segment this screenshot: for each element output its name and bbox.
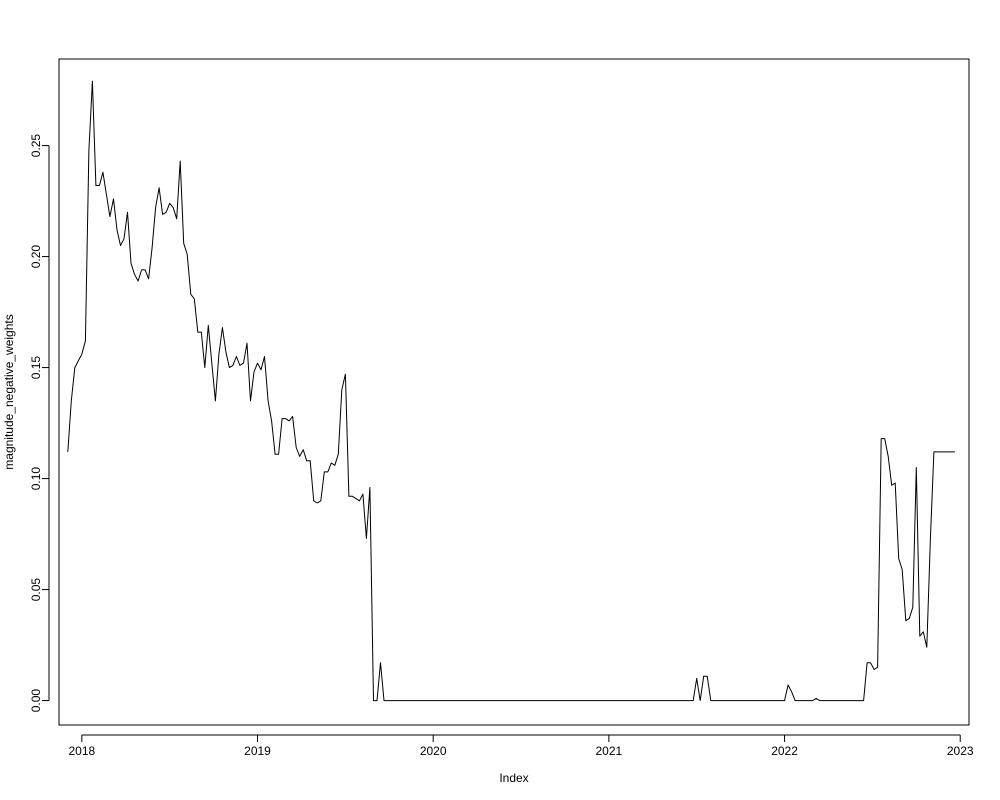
series-line (67, 80, 955, 702)
x-axis-title: Index (499, 771, 528, 785)
y-axis: 0.00 0.05 0.10 0.15 0.20 0.25 (29, 134, 50, 713)
x-tick-label: 2021 (596, 744, 623, 758)
y-tick-label: 0.10 (29, 467, 43, 491)
x-tick-label: 2023 (947, 744, 974, 758)
x-tick-label: 2020 (420, 744, 447, 758)
y-tick-label: 0.00 (29, 689, 43, 713)
y-axis-title: magnitude_negative_weights (2, 314, 16, 469)
y-tick-label: 0.05 (29, 578, 43, 602)
y-tick-label: 0.20 (29, 245, 43, 269)
x-tick-label: 2018 (68, 744, 95, 758)
x-tick-label: 2022 (771, 744, 798, 758)
y-tick-label: 0.15 (29, 356, 43, 380)
x-tick-label: 2019 (244, 744, 271, 758)
series-layer (67, 80, 955, 702)
x-axis: 2018 2019 2020 2021 2022 2023 (68, 734, 974, 758)
plot-frame (58, 58, 970, 726)
y-tick-label: 0.25 (29, 134, 43, 158)
